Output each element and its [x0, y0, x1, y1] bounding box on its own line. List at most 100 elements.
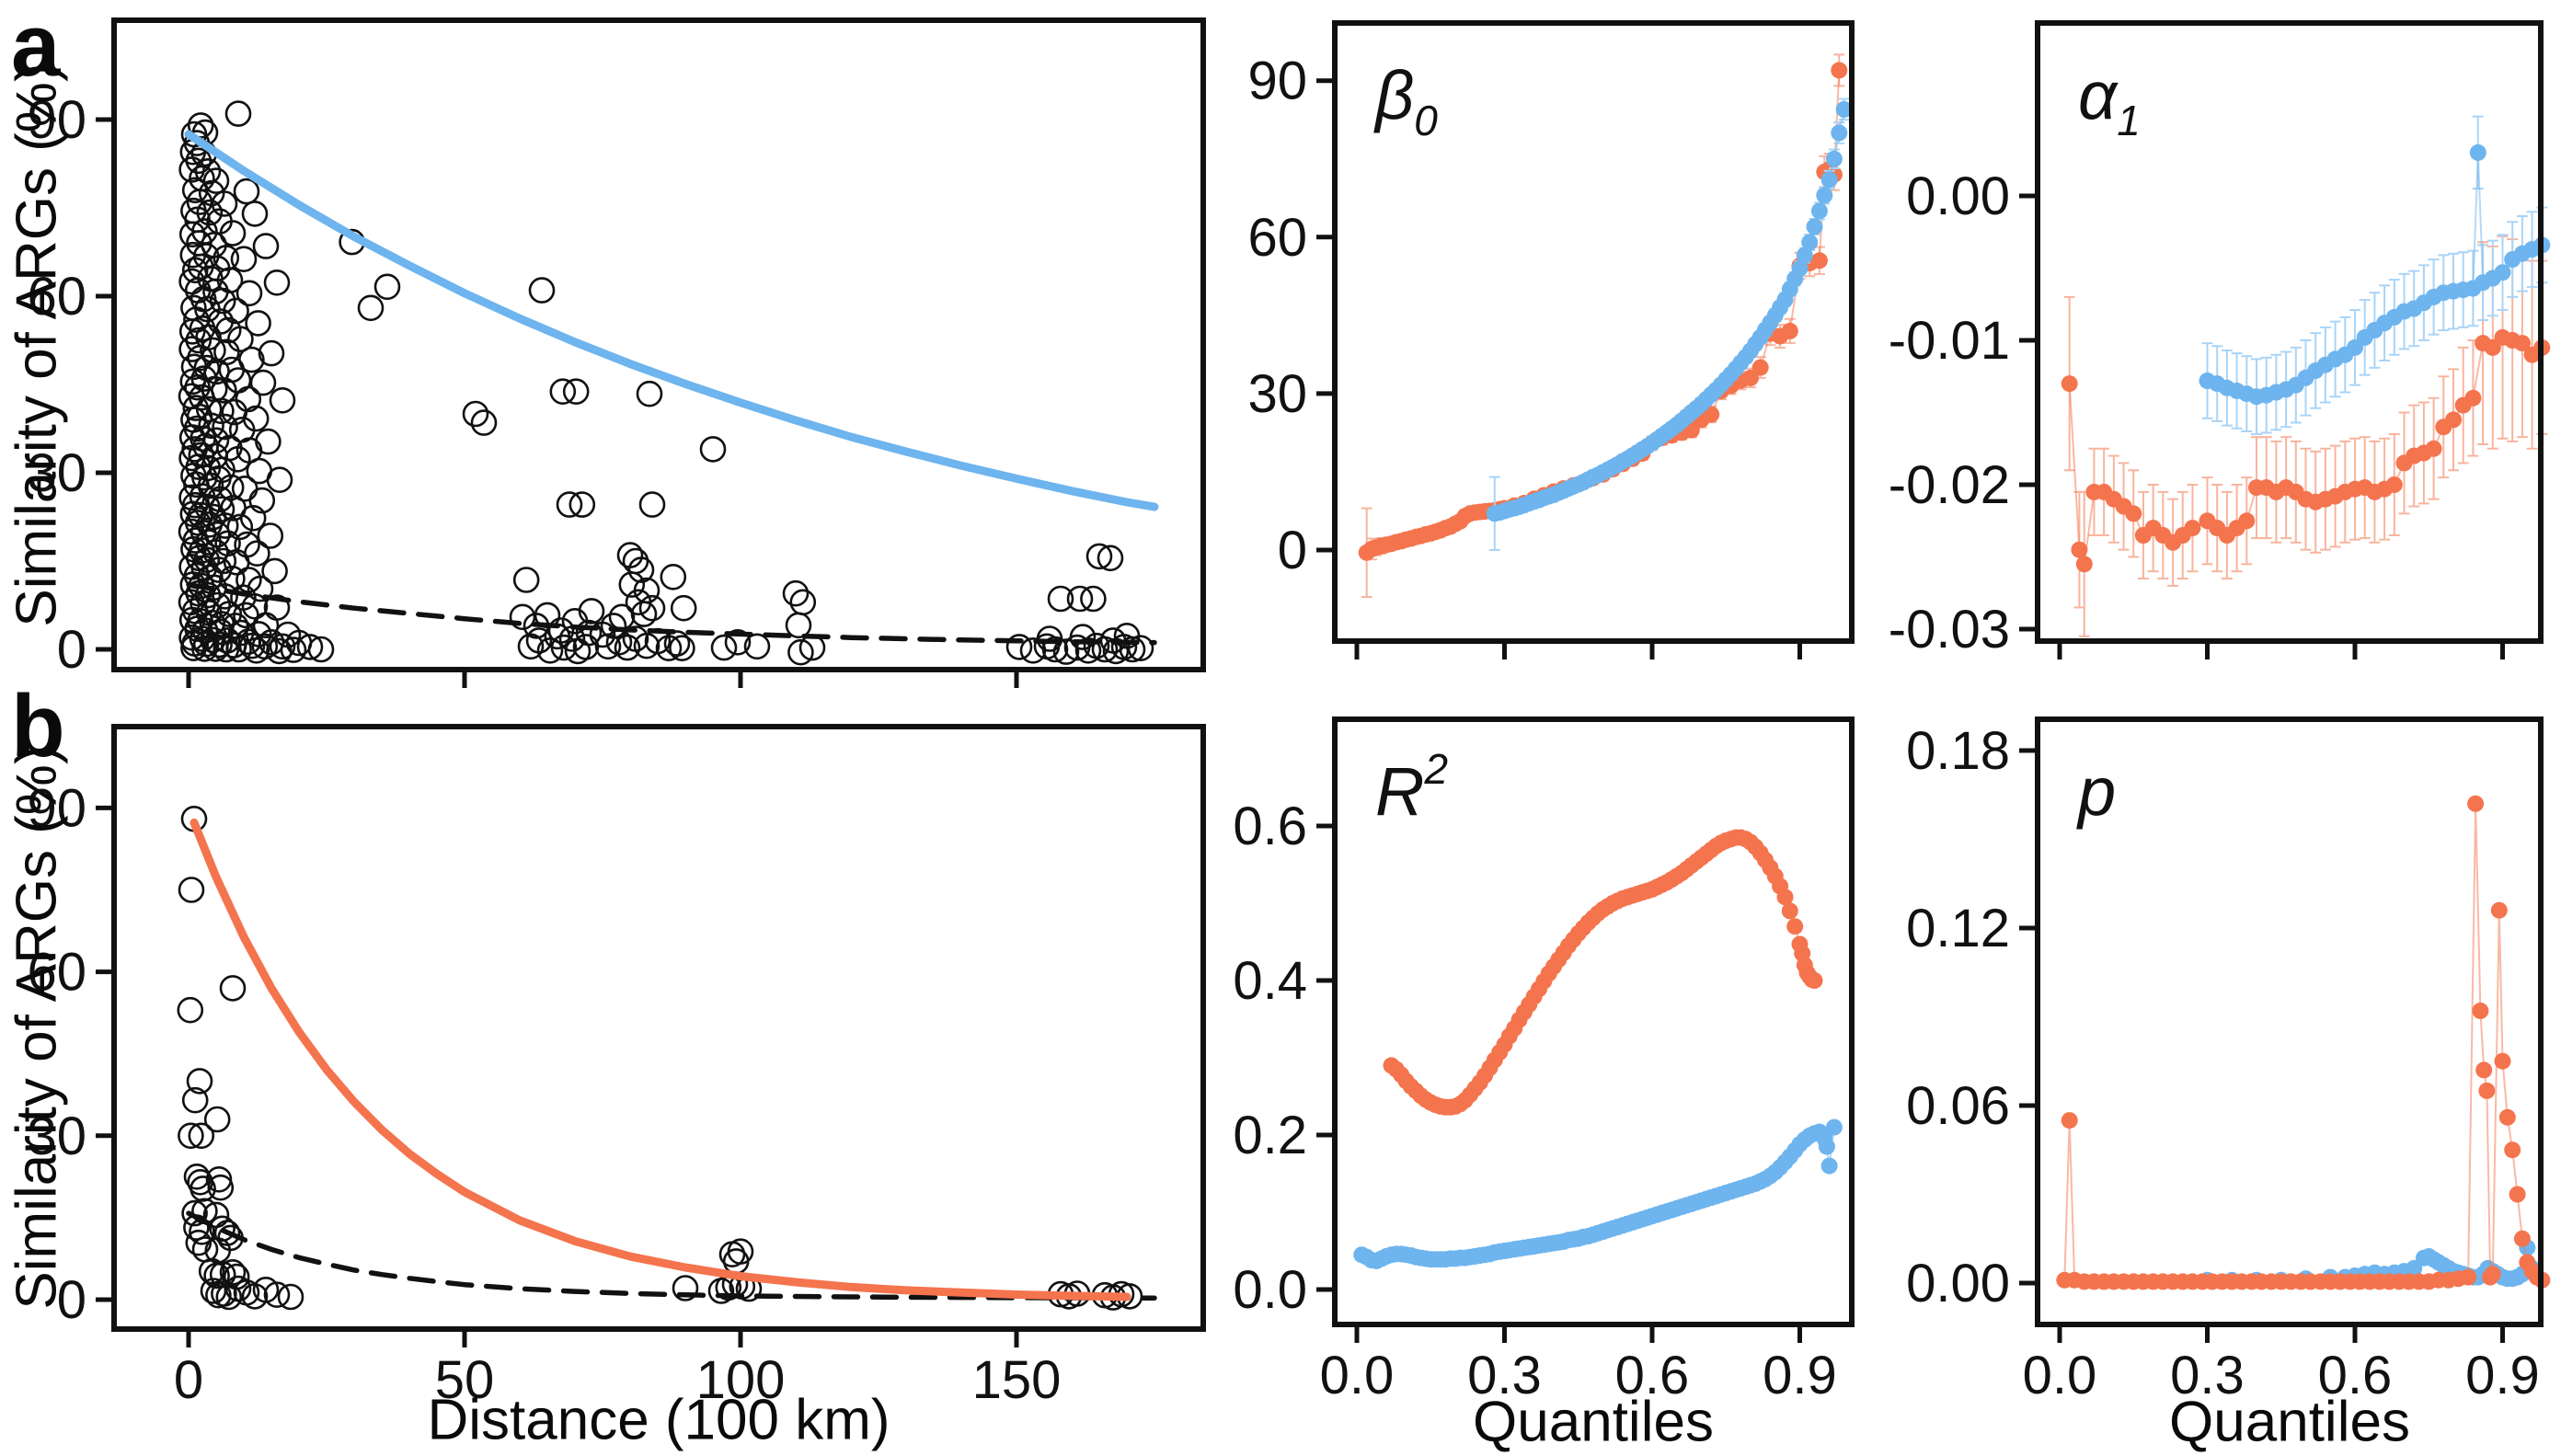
data-point-circle [255, 428, 281, 455]
data-point-circle [247, 575, 274, 602]
x-tick-label: 0.6 [1615, 1346, 1690, 1405]
data-point-circle [787, 638, 814, 666]
p-orange-series [2056, 795, 2551, 1290]
data-point-dot [2385, 476, 2403, 493]
data-point-circle [183, 1164, 211, 1190]
data-point-circle [672, 1275, 699, 1301]
data-point-circle [258, 339, 285, 367]
data-point-circle [470, 409, 498, 436]
data-point-circle [211, 1280, 237, 1307]
panel-frame-beta0 [1332, 20, 1855, 644]
r2-orange-series [1383, 829, 1823, 1116]
data-point-circle [277, 1283, 304, 1311]
data-point-circle [189, 315, 216, 342]
data-point-dot [2513, 335, 2531, 352]
data-point-circle [743, 633, 771, 660]
data-point-dot [2478, 1082, 2496, 1099]
data-point-dot [1801, 234, 1819, 251]
data-point-circle [1119, 636, 1146, 663]
data-point-dot [1781, 322, 1798, 339]
panel-beta0: 0 30 60 90 β0 [1247, 20, 1855, 659]
data-point-dot [2075, 556, 2093, 573]
data-point-circle [638, 491, 666, 518]
x-tick-label: 0.9 [2465, 1346, 2540, 1405]
data-point-dot [1820, 171, 1838, 189]
data-point-circle [243, 636, 270, 664]
x-tick-label: 150 [972, 1350, 1062, 1410]
y-tick-label: -0.02 [1889, 455, 2010, 515]
data-point-circle [710, 634, 738, 661]
data-point-circle [1080, 585, 1107, 613]
panel-math-label-r2: R2 [1375, 745, 1448, 830]
data-point-circle [224, 100, 252, 127]
y-tick-label: 30 [27, 1106, 86, 1166]
data-point-dot [1776, 889, 1794, 906]
x-tick-label: 0.0 [2023, 1346, 2097, 1405]
data-point-dot [2071, 541, 2088, 558]
data-point-circle [528, 277, 556, 304]
data-point-circle [238, 632, 266, 659]
x-tick-label: 0.9 [1763, 1346, 1837, 1405]
data-point-circle [618, 571, 646, 598]
y-axis-label-b: Similarity of ARGs (%) [5, 745, 69, 1310]
data-point-circle [1063, 634, 1091, 661]
data-point-dot [2445, 411, 2462, 429]
data-point-circle [782, 579, 810, 607]
y-tick-label: 60 [1247, 208, 1307, 268]
y-tick-label: 90 [27, 778, 86, 838]
data-point-dot [2490, 901, 2508, 919]
r2-blue-series [1353, 1118, 1843, 1269]
data-point-dot [2504, 1141, 2521, 1159]
data-point-circle [183, 471, 210, 499]
y-tick-label: 90 [1247, 52, 1307, 111]
data-point-circle [191, 464, 218, 491]
x-tick-label: 50 [435, 1350, 495, 1410]
data-point-circle [660, 563, 687, 590]
data-point-circle [549, 378, 577, 406]
data-point-dot [1831, 124, 1848, 142]
dashed-null-model-curve [186, 581, 1157, 646]
data-point-circle [189, 1175, 216, 1202]
data-point-circle [1127, 635, 1154, 662]
data-point-circle [269, 633, 296, 660]
y-tick-label: 0.6 [1233, 797, 1307, 856]
data-point-dot [1810, 252, 1828, 269]
data-point-circle [230, 246, 258, 273]
data-point-circle [235, 280, 263, 307]
data-point-dot [1816, 187, 1833, 204]
data-point-circle [219, 220, 247, 246]
blue-exponential-fit-curve [184, 130, 1159, 511]
data-point-circle [181, 177, 209, 204]
data-point-circle [239, 504, 267, 532]
data-point-circle [562, 378, 590, 406]
y-tick-label: 0.00 [1906, 1254, 2010, 1313]
data-point-circle [190, 365, 218, 392]
data-point-circle [178, 1122, 204, 1150]
data-point-circle [517, 633, 545, 660]
data-point-circle [785, 612, 812, 639]
data-point-circle [556, 491, 583, 518]
x-axis-label-quantiles-right: Quantiles [2169, 1390, 2410, 1454]
dashed-null-model-curve-b [186, 1210, 1157, 1301]
data-point-circle [307, 636, 335, 663]
beta0-blue-series-connector [1494, 109, 1845, 515]
data-point-circle [194, 158, 222, 185]
data-point-circle [269, 386, 296, 414]
panel-frame-p [2035, 717, 2544, 1327]
data-point-dot [2460, 1268, 2477, 1286]
panel-a: 0 30 60 90 [27, 17, 1206, 688]
data-point-circle [225, 636, 252, 663]
data-point-circle [699, 436, 727, 463]
data-point-circle [180, 635, 207, 662]
y-tick-label: 0 [57, 620, 86, 680]
data-point-circle [206, 486, 234, 513]
data-point-circle [206, 631, 233, 659]
panel-frame-b [111, 724, 1206, 1332]
y-tick-label: 0.06 [1906, 1076, 2010, 1136]
y-axis-label-a: Similarity of ARGs (%) [5, 63, 69, 627]
data-point-dot [2184, 520, 2201, 537]
y-tick-label: 60 [27, 943, 86, 1003]
data-point-circle [185, 327, 212, 354]
data-point-circle [181, 257, 209, 284]
